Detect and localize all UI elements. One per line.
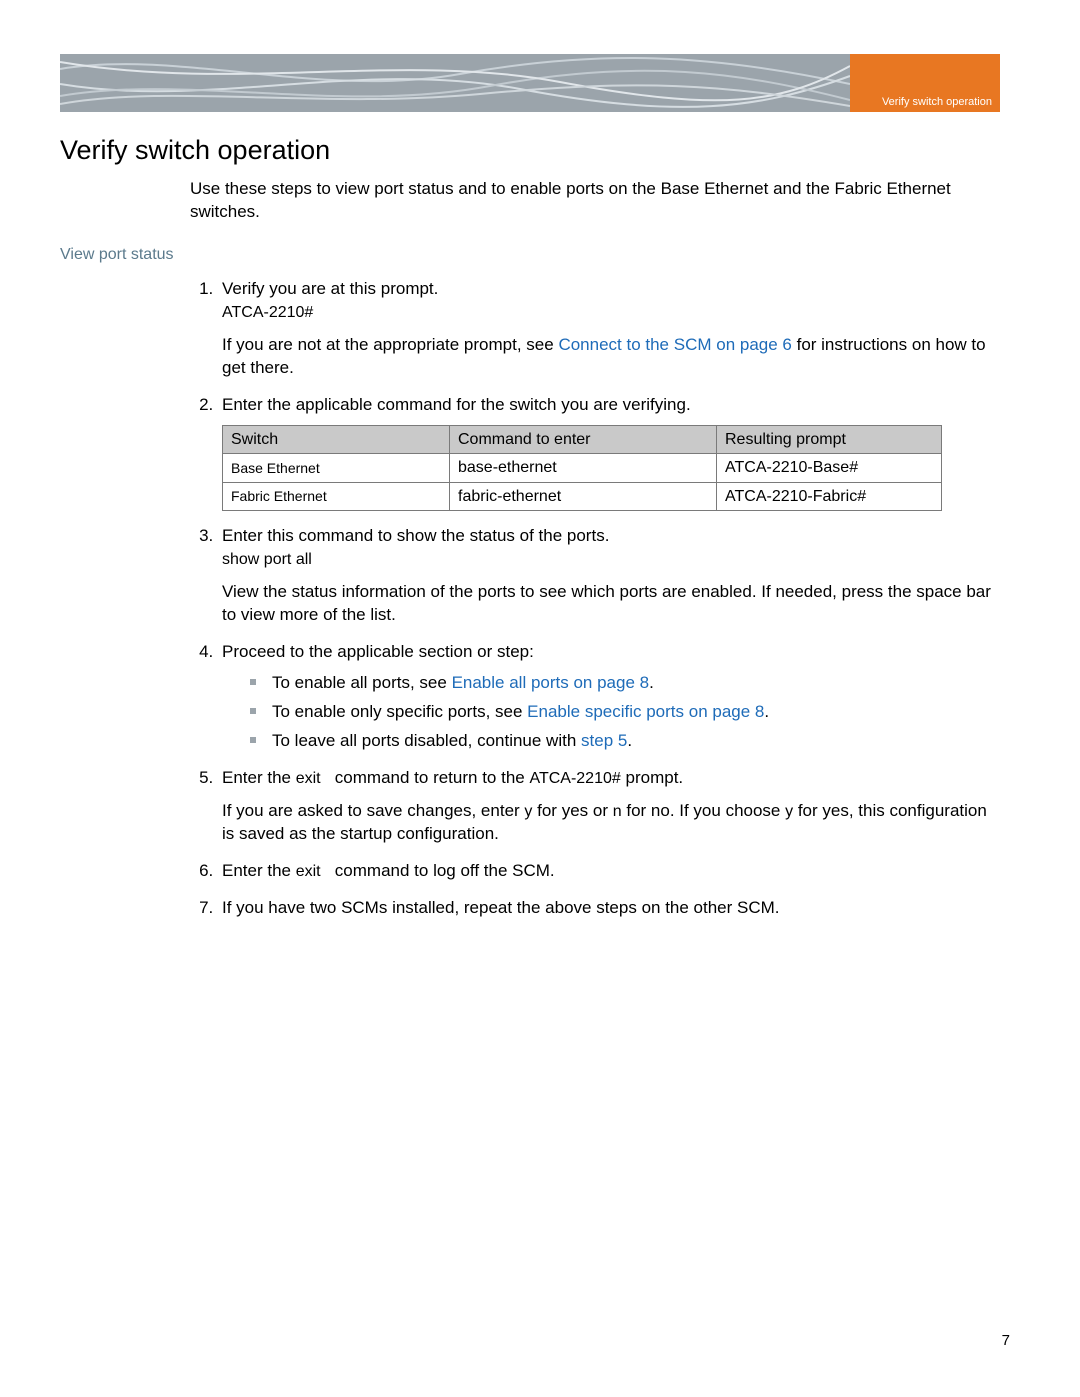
td-base-switch: Base Ethernet bbox=[223, 454, 450, 483]
step-6: Enter the exit command to log off the SC… bbox=[218, 860, 1000, 883]
command-table: Switch Command to enter Resulting prompt… bbox=[222, 425, 942, 512]
step-4-text: Proceed to the applicable section or ste… bbox=[222, 642, 534, 661]
banner-gray bbox=[60, 54, 850, 112]
th-switch: Switch bbox=[223, 425, 450, 454]
th-command: Command to enter bbox=[450, 425, 717, 454]
page-content: Verify switch operation Use these steps … bbox=[60, 135, 1000, 934]
intro-paragraph: Use these steps to view port status and … bbox=[190, 178, 1000, 224]
b2-pre: To enable only specific ports, see bbox=[272, 702, 527, 721]
step-1: Verify you are at this prompt. ATCA-2210… bbox=[218, 278, 1000, 380]
s5-code-exit: exit bbox=[296, 770, 321, 787]
b1-pre: To enable all ports, see bbox=[272, 673, 452, 692]
s6-post: command to log off the SCM. bbox=[330, 861, 555, 880]
b3-pre: To leave all ports disabled, continue wi… bbox=[272, 731, 581, 750]
bullet-leave-disabled: To leave all ports disabled, continue wi… bbox=[250, 730, 1000, 753]
banner-waves-icon bbox=[60, 54, 850, 112]
bullet-enable-all: To enable all ports, see Enable all port… bbox=[250, 672, 1000, 695]
step-1-prompt: ATCA-2210# bbox=[222, 304, 313, 321]
section-subhead: View port status bbox=[60, 246, 1000, 264]
steps-list: Verify you are at this prompt. ATCA-2210… bbox=[190, 278, 1000, 920]
b1-post: . bbox=[649, 673, 654, 692]
banner-breadcrumb: Verify switch operation bbox=[882, 96, 992, 108]
s5-pre: Enter the bbox=[222, 768, 296, 787]
bullet-enable-specific: To enable only specific ports, see Enabl… bbox=[250, 701, 1000, 724]
td-fabric-prompt: ATCA-2210-Fabric# bbox=[717, 482, 942, 511]
th-prompt: Resulting prompt bbox=[717, 425, 942, 454]
page-title: Verify switch operation bbox=[60, 135, 1000, 166]
s5b-n: n bbox=[613, 803, 622, 820]
step-2-text: Enter the applicable command for the swi… bbox=[222, 395, 691, 414]
td-fabric-switch: Fabric Ethernet bbox=[223, 482, 450, 511]
step-4: Proceed to the applicable section or ste… bbox=[218, 641, 1000, 753]
s5-code-prompt: ATCA-2210# bbox=[529, 770, 620, 787]
enable-specific-ports-link[interactable]: Enable specific ports on page 8 bbox=[527, 702, 764, 721]
s6-code-exit: exit bbox=[296, 863, 321, 880]
step-5: Enter the exit command to return to the … bbox=[218, 767, 1000, 846]
s5b-mid2: for no. If you choose bbox=[622, 801, 785, 820]
enable-all-ports-link[interactable]: Enable all ports on page 8 bbox=[452, 673, 650, 692]
page-header-banner: Verify switch operation bbox=[60, 54, 1000, 112]
s6-pre: Enter the bbox=[222, 861, 296, 880]
step-5-link[interactable]: step 5 bbox=[581, 731, 627, 750]
td-base-cmd: base-ethernet bbox=[450, 454, 717, 483]
td-base-prompt: ATCA-2210-Base# bbox=[717, 454, 942, 483]
step-2: Enter the applicable command for the swi… bbox=[218, 394, 1000, 512]
page-number: 7 bbox=[1002, 1332, 1010, 1349]
step-1-text: Verify you are at this prompt. bbox=[222, 279, 438, 298]
step-7: If you have two SCMs installed, repeat t… bbox=[218, 897, 1000, 920]
banner-orange: Verify switch operation bbox=[850, 54, 1000, 112]
step-3: Enter this command to show the status of… bbox=[218, 525, 1000, 627]
b3-post: . bbox=[627, 731, 632, 750]
b2-post: . bbox=[764, 702, 769, 721]
s5-post: prompt. bbox=[621, 768, 683, 787]
step-3-cmd: show port all bbox=[222, 551, 312, 568]
connect-scm-link[interactable]: Connect to the SCM on page 6 bbox=[558, 335, 791, 354]
step-1-note-pre: If you are not at the appropriate prompt… bbox=[222, 335, 558, 354]
s5b-mid1: for yes or bbox=[532, 801, 612, 820]
step-4-bullets: To enable all ports, see Enable all port… bbox=[222, 672, 1000, 753]
step-3c: View the status information of the ports… bbox=[222, 582, 991, 624]
s5-mid: command to return to the bbox=[330, 768, 529, 787]
s5b-y2: y bbox=[785, 803, 793, 820]
s5b-pre: If you are asked to save changes, enter bbox=[222, 801, 524, 820]
step-7-text: If you have two SCMs installed, repeat t… bbox=[222, 898, 780, 917]
step-3a: Enter this command to show the status of… bbox=[222, 526, 609, 545]
td-fabric-cmd: fabric-ethernet bbox=[450, 482, 717, 511]
